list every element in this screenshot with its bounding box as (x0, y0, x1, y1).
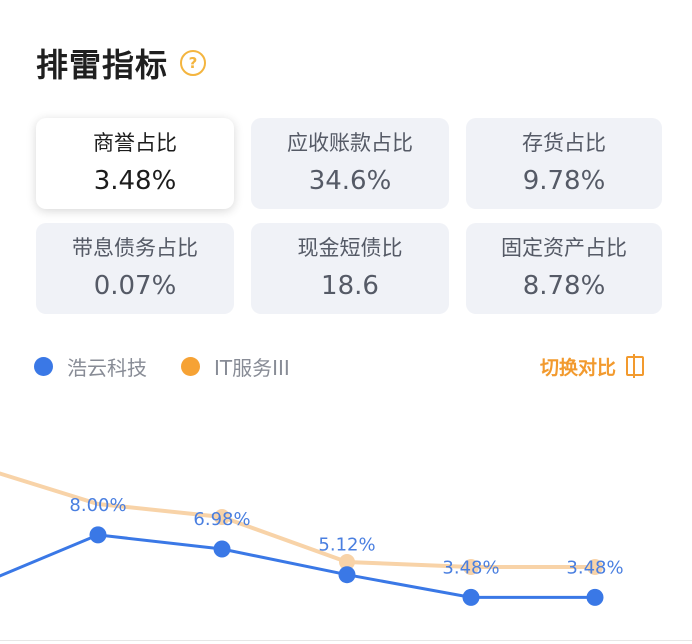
card-label: 现金短债比 (297, 235, 403, 260)
question-circle-icon[interactable]: ? (180, 50, 207, 76)
switch-compare-button[interactable]: 切换对比 (540, 353, 644, 380)
card-value: 8.78% (522, 270, 606, 301)
indicator-card-fixed-assets[interactable]: 固定资产占比 8.78% (466, 223, 662, 314)
chart-legend: 浩云科技 IT服务III 切换对比 (34, 350, 644, 382)
legend-item-industry[interactable]: IT服务III (181, 352, 290, 381)
company-point (462, 588, 480, 606)
card-value: 9.78% (522, 165, 606, 196)
line-chart: 8.00% 6.98% 5.12% 3.48% 3.48% (0, 471, 624, 606)
company-point (338, 566, 356, 584)
card-label: 固定资产占比 (501, 235, 627, 260)
company-point (89, 526, 107, 544)
section-title: 排雷指标 (36, 46, 169, 84)
data-label: 6.98% (193, 509, 250, 530)
section-header: 排雷指标 ? (36, 40, 207, 86)
indicator-card-interest-debt[interactable]: 带息债务占比 0.07% (36, 223, 234, 314)
card-label: 存货占比 (522, 130, 606, 155)
industry-point (587, 559, 603, 575)
card-value: 3.48% (93, 165, 177, 196)
data-label: 8.00% (69, 495, 126, 516)
indicator-card-inventory[interactable]: 存货占比 9.78% (466, 118, 662, 209)
industry-point (214, 509, 230, 525)
legend-item-company[interactable]: 浩云科技 (34, 352, 147, 381)
industry-point (463, 559, 479, 575)
data-label: 3.48% (566, 557, 623, 578)
card-value: 18.6 (321, 270, 379, 301)
series-line-industry (0, 471, 595, 569)
card-label: 应收账款占比 (287, 130, 413, 155)
indicator-cards: 商誉占比 3.48% 应收账款占比 34.6% 存货占比 9.78% 带息债务占… (36, 118, 662, 314)
indicator-card-goodwill[interactable]: 商誉占比 3.48% (36, 118, 234, 209)
card-value: 0.07% (93, 270, 177, 301)
indicator-card-receivables[interactable]: 应收账款占比 34.6% (251, 118, 449, 209)
legend-label: 浩云科技 (67, 355, 147, 380)
legend-dot (181, 356, 200, 376)
card-label: 商誉占比 (93, 130, 177, 155)
legend-dot (34, 356, 53, 376)
company-point (586, 588, 604, 606)
card-value: 34.6% (308, 165, 392, 196)
card-label: 带息债务占比 (72, 235, 198, 260)
company-point (213, 540, 231, 558)
series-line-company (0, 533, 595, 599)
switch-compare-label: 切换对比 (539, 356, 616, 379)
industry-point (339, 554, 355, 570)
indicator-card-cash-short-debt[interactable]: 现金短债比 18.6 (251, 223, 449, 314)
compare-toggle-icon (626, 354, 644, 378)
data-label: 5.12% (318, 535, 375, 556)
legend-label: IT服务III (214, 355, 290, 380)
bottom-divider (0, 640, 692, 641)
data-label: 3.48% (442, 557, 499, 578)
